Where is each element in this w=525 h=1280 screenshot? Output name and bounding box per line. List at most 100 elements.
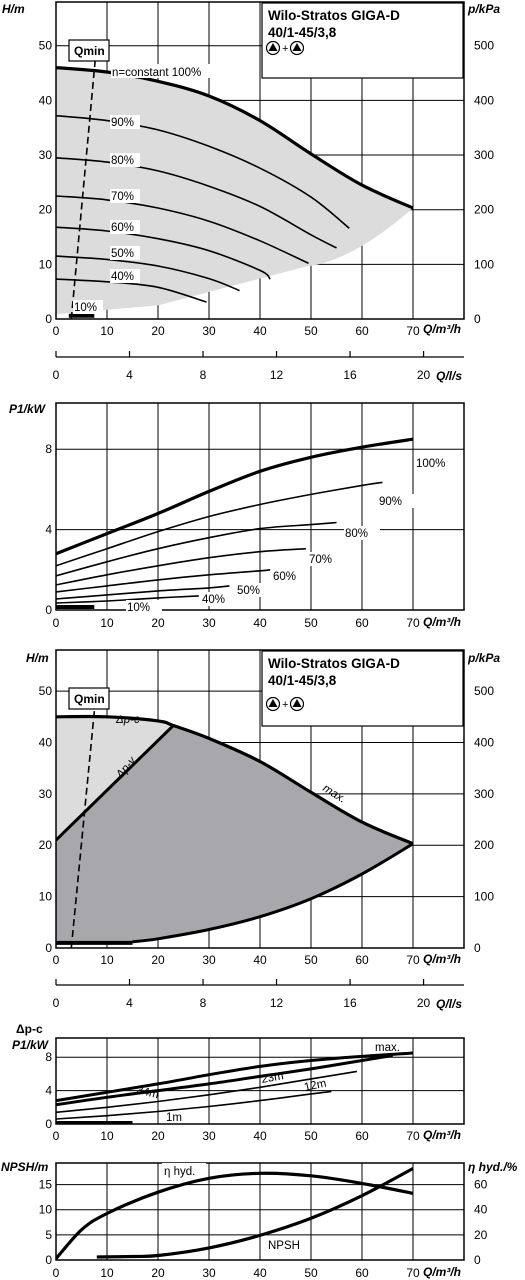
qmin-label-2: Qmin xyxy=(74,692,105,706)
label-background xyxy=(162,1163,206,1177)
x-tick-label: 10 xyxy=(100,1129,114,1143)
x-tick-label: 40 xyxy=(253,953,267,967)
dpc-power-curve-max xyxy=(56,1051,414,1103)
power-dpc-x-ticks: 0 10 20 30 40 50 60 70 xyxy=(53,1129,420,1143)
x-tick-label: 4 xyxy=(126,368,133,382)
series-label-70: 70% xyxy=(111,191,134,203)
power-curve-40 xyxy=(56,595,199,604)
flow-axis-label-1: Q/m³/h xyxy=(423,322,461,336)
y2-tick-label: 500 xyxy=(474,39,494,53)
y-tick-label: 20 xyxy=(39,203,53,217)
y-tick-label: 0 xyxy=(45,603,52,617)
qmin-label-1: Qmin xyxy=(74,44,105,58)
head-flow-frame xyxy=(55,1,465,320)
x-tick-label: 50 xyxy=(304,616,318,630)
power-y-ticks: 0 4 8 xyxy=(45,442,52,617)
npsh-curves xyxy=(56,1167,414,1260)
x-tick-label: 20 xyxy=(151,1266,165,1280)
power-curve-60 xyxy=(56,569,271,593)
pump-title-box-2 xyxy=(261,650,464,727)
control-mode-frame xyxy=(55,649,465,949)
series-label-40: 40% xyxy=(111,271,134,283)
label-background xyxy=(110,246,140,260)
y-tick-label: 8 xyxy=(45,442,52,456)
curve-80 xyxy=(56,157,337,249)
x-tick-label: 60 xyxy=(355,324,369,338)
y-tick-label: 40 xyxy=(39,735,53,749)
label-background xyxy=(110,115,140,129)
qmin-line xyxy=(70,42,98,319)
y2-tick-label: 0 xyxy=(474,941,481,955)
x-tick-label: 30 xyxy=(202,1129,216,1143)
series-label-50: 50% xyxy=(237,585,260,597)
y-tick-label: 0 xyxy=(45,1117,52,1131)
efficiency-axis-label: η hyd./% xyxy=(468,1160,518,1174)
control-mode-areas xyxy=(56,716,413,943)
series-label-50: 50% xyxy=(111,248,134,260)
series-label-60: 60% xyxy=(111,222,134,234)
x-tick-label: 0 xyxy=(53,324,60,338)
x-tick-label: 12 xyxy=(270,996,284,1010)
y-tick-label: 10 xyxy=(39,257,53,271)
label-background xyxy=(110,153,140,167)
y-tick-label: 20 xyxy=(39,838,53,852)
x-tick-label: 70 xyxy=(406,1129,420,1143)
y-tick-label: 40 xyxy=(39,93,53,107)
flow-axis-label-3: Q/m³/h xyxy=(423,952,461,966)
x-tick-label: 40 xyxy=(253,616,267,630)
flow-litres-label-1: Q/l/s xyxy=(436,369,462,383)
label-background xyxy=(266,1238,308,1252)
dpc-power-curve-12m xyxy=(56,1090,332,1120)
npsh-y-ticks: 0 5 10 15 xyxy=(39,1178,53,1267)
series-label-40: 40% xyxy=(202,594,225,606)
series-label-34m: 34m xyxy=(135,1084,160,1101)
x-tick-label: 10 xyxy=(100,953,114,967)
y-tick-label: 0 xyxy=(45,312,52,326)
x-tick-label: 70 xyxy=(406,616,420,630)
x-tick-label: 70 xyxy=(406,1266,420,1280)
label-background xyxy=(378,494,414,508)
pressure-axis-label: p/kPa xyxy=(467,2,500,16)
x-tick-label: 70 xyxy=(406,953,420,967)
label-background xyxy=(344,526,380,540)
head-axis-label: H/m xyxy=(2,2,25,16)
dp-v-range-area xyxy=(56,725,413,943)
x-tick-label: 16 xyxy=(343,996,357,1010)
series-label-80: 80% xyxy=(111,155,134,167)
series-label-90: 90% xyxy=(111,117,134,129)
y-tick-label: 4 xyxy=(45,523,52,537)
power-curve-80 xyxy=(56,521,337,577)
power-dpc-chart: 0 10 20 30 40 50 60 70 0 4 8 max. 34m 23m 12m 1m Δp-c… xyxy=(12,1022,465,1143)
svg-text:+: + xyxy=(282,43,288,55)
curve-npsh xyxy=(96,1167,414,1259)
label-background xyxy=(111,64,243,78)
flow-axis-label-2: Q/m³/h xyxy=(423,615,461,629)
operating-range-area xyxy=(56,67,413,315)
flow-litres-axis-2: 0 4 8 12 16 20 Q/l/s xyxy=(53,979,464,1011)
head-axis-label-2: H/m xyxy=(26,651,49,665)
pressure-axis-label-2: p/kPa xyxy=(467,651,500,665)
y2-tick-label: 40 xyxy=(474,1203,488,1217)
x-tick-label: 20 xyxy=(151,1129,165,1143)
power-dpc-axis-label: P1/kW xyxy=(12,1038,50,1052)
y2-tick-label: 60 xyxy=(474,1178,488,1192)
label-background xyxy=(201,592,237,606)
power-curve-70 xyxy=(56,547,306,586)
label-background xyxy=(126,600,162,614)
pump-title-box-1 xyxy=(261,2,464,79)
head-flow-y-ticks: 0 10 20 30 40 50 xyxy=(39,39,53,326)
series-label-10: 10% xyxy=(127,602,150,614)
series-label-max: max. xyxy=(375,1042,400,1054)
x-tick-label: 30 xyxy=(202,1266,216,1280)
head-flow-chart: 0 10 20 30 40 50 60 70 0 10 20 30 40 50 0 100 200 300 40… xyxy=(2,1,500,338)
series-label-npsh: NPSH xyxy=(268,1240,300,1252)
npsh-frame xyxy=(55,1162,465,1261)
efficiency-ticks: 0 20 40 60 xyxy=(474,1178,488,1267)
dpc-power-curve-34m xyxy=(56,1054,393,1107)
x-tick-label: 50 xyxy=(304,1266,318,1280)
x-tick-label: 50 xyxy=(304,324,318,338)
head-flow-curve-labels: n=constant 100% 90% 80% 70% 60% 50% 40% 10% xyxy=(73,64,243,314)
power-dpc-frame xyxy=(55,1037,465,1125)
x-tick-label: 30 xyxy=(202,616,216,630)
x-tick-label: 0 xyxy=(53,1129,60,1143)
